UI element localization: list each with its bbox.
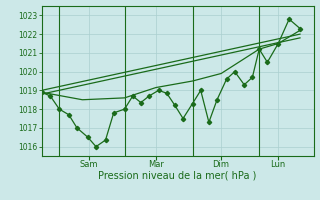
X-axis label: Pression niveau de la mer( hPa ): Pression niveau de la mer( hPa ): [99, 171, 257, 181]
